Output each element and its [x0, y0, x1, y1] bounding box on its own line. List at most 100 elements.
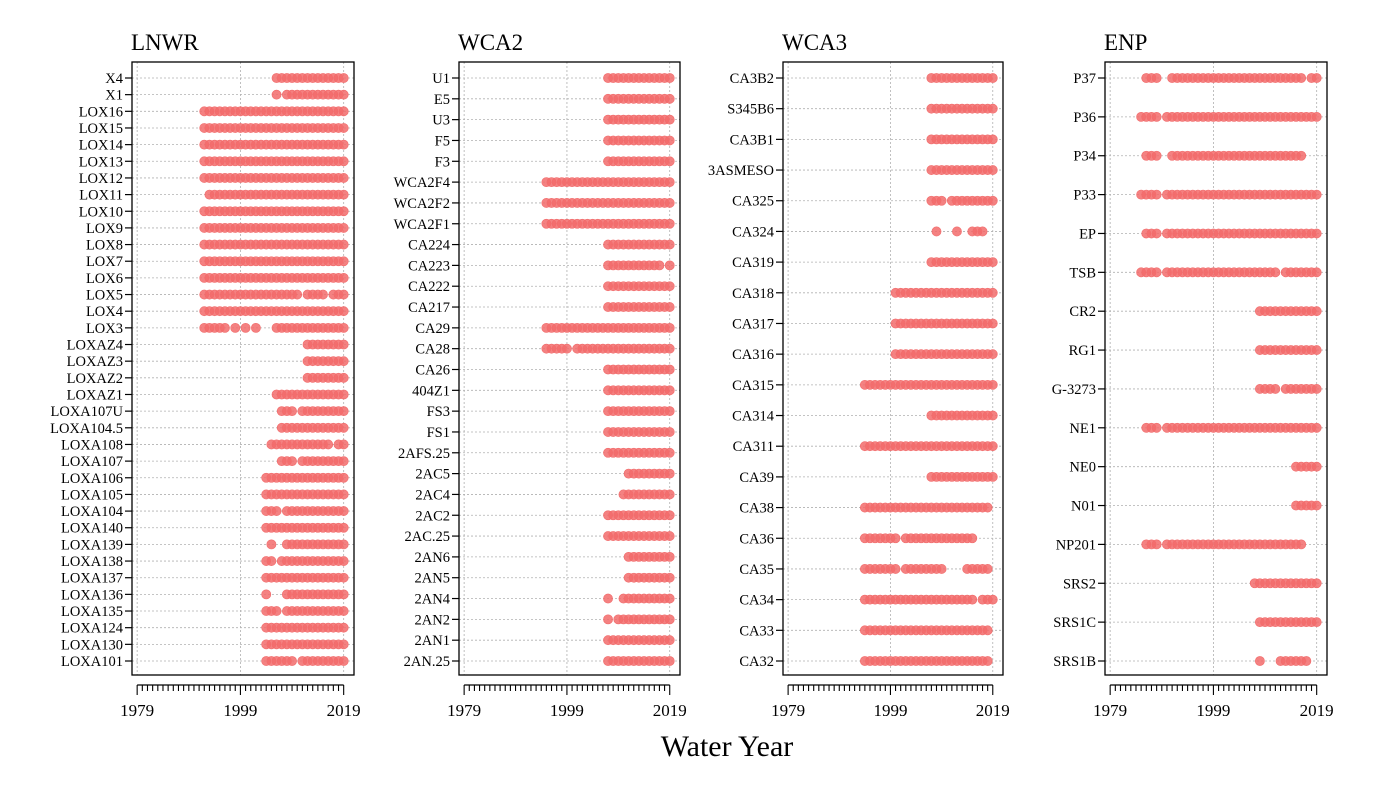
data-point	[338, 206, 349, 217]
data-point	[603, 614, 613, 625]
data-point	[1151, 422, 1162, 433]
data-point	[664, 198, 675, 208]
station-label: LOXA140	[61, 521, 123, 537]
data-point	[338, 389, 349, 400]
data-point	[967, 533, 978, 544]
data-point	[982, 502, 993, 513]
station-label: CA316	[732, 347, 774, 363]
station-label: LOXA139	[61, 537, 123, 553]
station-label: F3	[435, 154, 450, 170]
station-label: X4	[105, 71, 123, 87]
data-point	[1151, 228, 1162, 239]
data-point	[562, 343, 572, 354]
station-label: 2AN4	[415, 592, 451, 608]
data-point	[987, 349, 998, 360]
station-label: F5	[435, 133, 450, 149]
station-label: LOXAZ1	[67, 387, 123, 403]
station-label: CA28	[415, 342, 450, 358]
station-label: U3	[432, 113, 450, 129]
data-point	[982, 625, 993, 636]
station-label: LOX10	[79, 204, 123, 220]
data-point	[1301, 656, 1312, 666]
station-label: FS1	[427, 425, 450, 441]
data-point	[338, 356, 349, 367]
station-label: 2AN2	[415, 612, 450, 628]
data-point	[1311, 228, 1322, 239]
data-point	[338, 139, 349, 150]
station-label: CA33	[739, 623, 774, 639]
data-point	[1151, 111, 1162, 122]
data-point	[987, 165, 998, 175]
data-point	[338, 73, 349, 83]
data-point	[982, 656, 993, 666]
data-point	[230, 322, 241, 333]
station-label: N01	[1071, 499, 1096, 515]
station-label: SRS1C	[1053, 615, 1096, 631]
panel-title: LNWR	[131, 30, 199, 55]
data-point	[1151, 539, 1162, 550]
data-point	[664, 322, 675, 333]
station-label: P34	[1073, 149, 1096, 165]
station-label: CA318	[732, 286, 774, 302]
station-label: 2AN1	[415, 633, 450, 649]
station-label: LOXA106	[61, 471, 123, 487]
panel-enp: ENP P37 P36 P34 P33 EP TSB CR2 RG1 G-3273 NE1 NE0 N0…	[1052, 30, 1334, 720]
x-tick-label: 1979	[120, 701, 154, 720]
station-label: LOXAZ3	[67, 354, 123, 370]
data-point	[1296, 73, 1307, 83]
data-point	[664, 572, 675, 583]
x-tick-label: 2019	[327, 701, 361, 720]
station-label: WCA2F4	[394, 175, 451, 191]
data-point	[664, 531, 675, 541]
station-label: CA36	[739, 531, 774, 547]
data-point	[287, 406, 297, 417]
data-point	[1311, 578, 1322, 589]
data-point	[664, 114, 675, 125]
station-label: CA39	[739, 470, 774, 486]
data-point	[338, 339, 349, 350]
data-point	[987, 257, 998, 268]
data-point	[338, 156, 349, 167]
data-point	[338, 589, 349, 600]
data-point	[967, 594, 978, 605]
data-point	[251, 322, 261, 333]
data-point	[664, 93, 675, 104]
station-label: CA26	[415, 363, 450, 379]
data-point	[987, 73, 998, 83]
station-label: 2AFS.25	[398, 446, 450, 462]
data-point	[266, 539, 277, 550]
station-label: WCA2F2	[394, 196, 450, 212]
station-label: S345B6	[727, 102, 774, 118]
station-label: LOX7	[86, 254, 123, 270]
station-label: P37	[1073, 71, 1096, 87]
station-label: LOX12	[79, 171, 123, 187]
station-label: 2AC4	[415, 487, 450, 503]
data-point	[338, 189, 349, 200]
panel-frame	[131, 61, 355, 676]
data-point	[220, 322, 230, 333]
data-point	[1296, 539, 1307, 550]
data-point	[654, 260, 665, 271]
station-label: 2AC.25	[404, 529, 450, 545]
station-label: LOXAZ4	[67, 338, 124, 354]
panel-title: WCA3	[782, 30, 847, 55]
data-point	[664, 385, 675, 396]
station-label: CA3B2	[730, 71, 774, 87]
data-point	[1311, 73, 1322, 83]
station-label: LOXA137	[61, 571, 123, 587]
data-point	[987, 594, 998, 605]
station-label: LOXA104	[61, 504, 124, 520]
station-label: LOXA107U	[51, 404, 124, 420]
station-label: LOXA138	[61, 554, 123, 570]
panel-lnwr: LNWRX4X1LOX16LOX15LOX14LOX13LOX12LOX11LO…	[50, 30, 361, 720]
x-axis-title: Water Year	[661, 730, 794, 763]
station-label: LOX5	[86, 288, 123, 304]
station-label: CA315	[732, 378, 774, 394]
station-label: LOX6	[86, 271, 123, 287]
station-label: CA32	[739, 654, 774, 670]
data-point	[338, 372, 349, 383]
data-point	[1311, 111, 1322, 122]
station-label: LOXA108	[61, 437, 123, 453]
station-label: CA324	[732, 224, 775, 240]
